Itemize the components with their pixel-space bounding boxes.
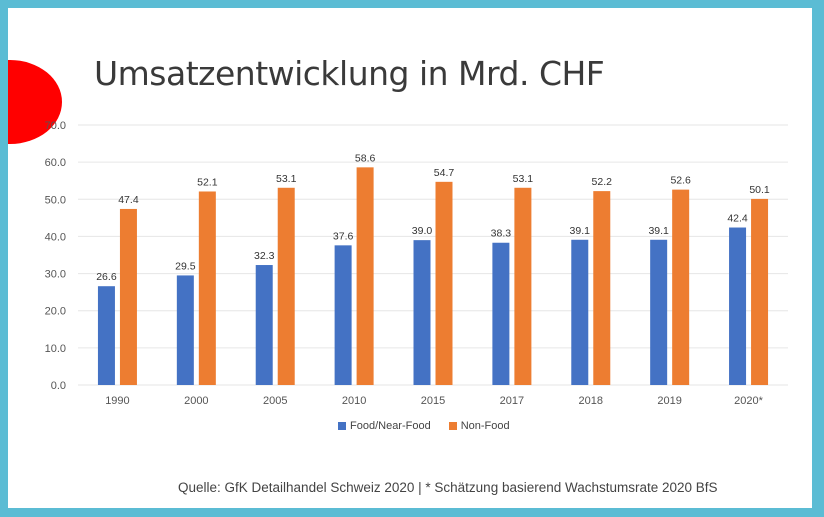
y-tick-label: 70.0	[45, 120, 66, 132]
data-label: 38.3	[491, 228, 512, 240]
y-tick-label: 40.0	[45, 231, 66, 243]
bar-food-2020	[729, 227, 747, 385]
legend-label-food: Food/Near-Food	[350, 420, 431, 432]
data-label: 54.7	[434, 167, 455, 179]
y-tick-label: 20.0	[45, 306, 66, 318]
legend-item-nonfood: Non-Food	[448, 420, 510, 432]
data-label: 47.4	[118, 194, 139, 206]
data-label: 39.1	[648, 225, 669, 237]
x-tick-label: 2000	[184, 395, 208, 407]
bar-food-2018	[571, 239, 589, 385]
bar-nonfood-2010	[356, 167, 374, 385]
x-tick-label: 2010	[342, 395, 366, 407]
bar-food-2019	[650, 239, 668, 385]
legend-swatch-nonfood	[448, 422, 457, 430]
bar-food-2015	[413, 240, 431, 385]
data-label: 53.1	[276, 173, 297, 185]
bar-nonfood-2020	[751, 198, 769, 385]
bar-nonfood-2018	[593, 191, 611, 385]
y-tick-label: 50.0	[45, 194, 66, 206]
data-label: 52.6	[670, 175, 691, 187]
data-label: 52.2	[592, 176, 613, 188]
x-tick-label: 2015	[421, 395, 445, 407]
legend-swatch-food	[338, 422, 346, 430]
data-label: 32.3	[254, 250, 275, 262]
data-label: 39.0	[412, 225, 433, 237]
y-tick-label: 10.0	[45, 343, 66, 355]
chart-legend: Food/Near-Food Non-Food	[338, 420, 510, 432]
x-tick-label: 1990	[105, 395, 129, 407]
bar-food-2010	[334, 245, 352, 385]
bar-nonfood-2017	[514, 187, 532, 385]
y-tick-label: 60.0	[45, 157, 66, 169]
x-tick-label: 2020*	[734, 395, 763, 407]
bar-nonfood-1990	[119, 208, 137, 385]
x-tick-label: 2018	[579, 395, 603, 407]
page-title: Umsatzentwicklung in Mrd. CHF	[94, 54, 605, 93]
data-label: 52.1	[197, 176, 218, 188]
y-tick-label: 0.0	[51, 380, 66, 392]
bar-nonfood-2015	[435, 181, 453, 385]
x-tick-label: 2005	[263, 395, 287, 407]
legend-label-nonfood: Non-Food	[460, 420, 510, 432]
data-label: 26.6	[96, 271, 117, 283]
x-tick-label: 2019	[657, 395, 681, 407]
data-label: 42.4	[727, 213, 748, 225]
data-label: 37.6	[333, 230, 354, 242]
bar-food-2017	[492, 242, 510, 385]
bar-food-2005	[255, 265, 273, 385]
data-label: 50.1	[749, 184, 770, 196]
y-tick-label: 30.0	[45, 269, 66, 281]
source-note: Quelle: GfK Detailhandel Schweiz 2020 | …	[178, 480, 718, 495]
bar-food-2000	[176, 275, 194, 385]
bar-chart: 0.0 10.0 20.0 30.0 40.0 50.0 60.0 70.0 26.6 47.4 1…	[45, 120, 788, 407]
bar-food-1990	[97, 286, 115, 385]
data-label: 39.1	[570, 225, 591, 237]
bar-nonfood-2005	[277, 187, 295, 385]
legend-item-food: Food/Near-Food	[338, 420, 431, 432]
slide: Umsatzentwicklung in Mrd. CHF 0.0 10.0 20.…	[8, 8, 812, 508]
data-label: 58.6	[355, 152, 376, 164]
data-label: 29.5	[175, 260, 196, 272]
bar-nonfood-2000	[198, 191, 216, 385]
x-tick-label: 2017	[500, 395, 524, 407]
bar-nonfood-2019	[672, 189, 690, 385]
data-label: 53.1	[513, 173, 534, 185]
